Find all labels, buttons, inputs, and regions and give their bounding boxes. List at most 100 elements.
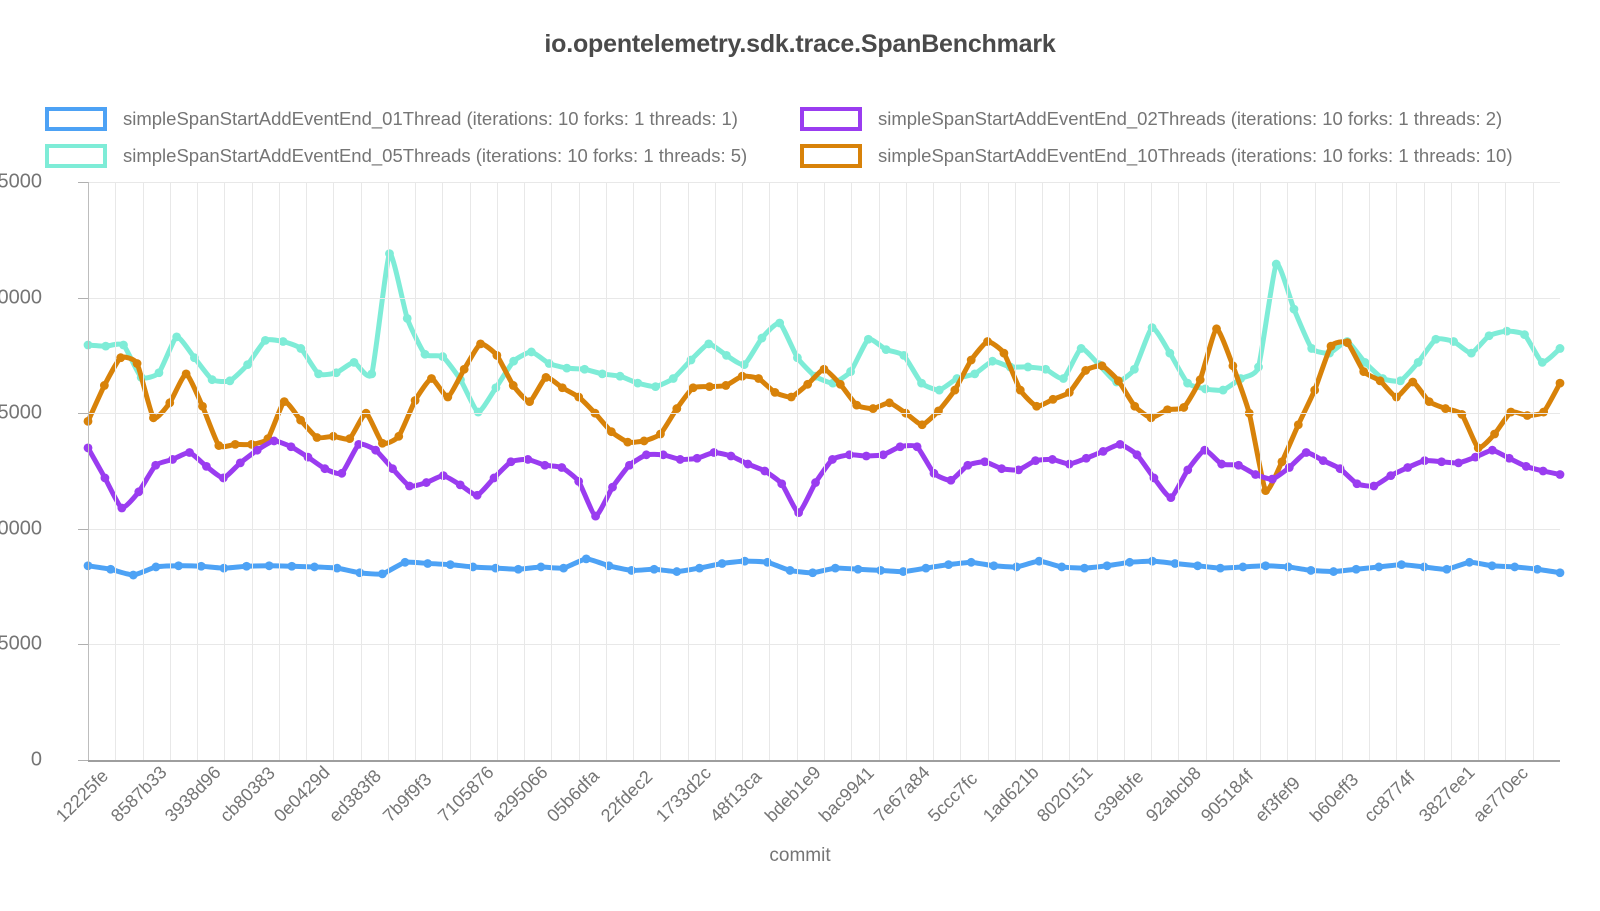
series-point[interactable] [394,431,404,441]
series-point[interactable] [1408,377,1418,387]
series-point[interactable] [405,481,414,491]
series-point[interactable] [1374,562,1384,572]
series-point[interactable] [1193,561,1203,571]
series-point[interactable] [917,378,926,388]
series-point[interactable] [1555,344,1565,353]
series-point[interactable] [921,563,931,573]
series-point[interactable] [1403,463,1413,472]
series-point[interactable] [944,560,953,570]
series-point[interactable] [349,357,359,367]
series-point[interactable] [181,369,191,379]
legend-item-0[interactable]: simpleSpanStartAddEventEnd_01Thread (ite… [45,100,800,137]
series-point[interactable] [421,478,431,487]
series-point[interactable] [1166,493,1176,502]
series-point[interactable] [1032,401,1042,411]
series-point[interactable] [151,460,161,470]
series-point[interactable] [668,374,678,383]
series-point[interactable] [1351,564,1361,574]
series-point[interactable] [278,337,288,346]
series-point[interactable] [1424,397,1434,407]
series-point[interactable] [591,511,600,521]
series-point[interactable] [966,557,976,567]
series-point[interactable] [400,557,410,567]
series-point[interactable] [580,364,589,374]
series-point[interactable] [785,566,795,575]
series-point[interactable] [811,478,820,487]
series-point[interactable] [314,369,323,379]
series-point[interactable] [1200,445,1210,455]
series-point[interactable] [1170,559,1180,568]
series-point[interactable] [1369,481,1379,491]
series-point[interactable] [235,458,245,468]
series-point[interactable] [540,460,550,470]
series-point[interactable] [172,332,182,342]
series-point[interactable] [844,450,854,460]
series-point[interactable] [1441,404,1450,413]
series-point[interactable] [623,437,633,447]
series-point[interactable] [1484,331,1494,341]
series-point[interactable] [912,442,922,452]
series-point[interactable] [1490,429,1499,439]
series-point[interactable] [296,344,306,353]
series-point[interactable] [639,436,649,446]
series-point[interactable] [898,567,908,576]
series-point[interactable] [1041,364,1051,374]
series-point[interactable] [651,382,660,392]
series-point[interactable] [846,367,855,376]
series-point[interactable] [615,371,625,381]
series-point[interactable] [310,562,319,572]
series-point[interactable] [337,468,347,478]
series-point[interactable] [980,457,990,467]
legend-item-2[interactable]: simpleSpanStartAddEventEnd_05Threads (it… [45,137,800,174]
series-point[interactable] [491,383,501,393]
series-point[interactable] [443,392,453,402]
series-point[interactable] [1081,366,1091,375]
series-point[interactable] [970,369,980,379]
series-point[interactable] [830,563,840,573]
series-point[interactable] [1147,556,1157,566]
series-point[interactable] [260,335,270,345]
series-point[interactable] [473,407,483,417]
series-point[interactable] [402,314,412,323]
series-point[interactable] [190,353,199,363]
series-point[interactable] [101,341,111,351]
series-point[interactable] [264,561,274,571]
series-point[interactable] [1326,341,1336,351]
series-point[interactable] [559,563,568,573]
series-point[interactable] [754,374,763,383]
series-point[interactable] [526,347,536,357]
series-point[interactable] [1293,420,1303,430]
series-point[interactable] [279,397,289,407]
series-point[interactable] [1130,401,1140,411]
series-point[interactable] [997,464,1007,474]
series-point[interactable] [1397,560,1406,570]
series-point[interactable] [876,566,886,575]
series-point[interactable] [312,433,322,442]
series-point[interactable] [1179,403,1189,412]
series-point[interactable] [1261,561,1270,571]
series-point[interactable] [243,360,253,370]
series-point[interactable] [794,508,804,518]
series-point[interactable] [608,482,617,492]
series-point[interactable] [378,569,387,579]
series-point[interactable] [151,562,161,572]
series-point[interactable] [1132,450,1142,460]
series-point[interactable] [828,455,837,464]
series-point[interactable] [895,442,905,452]
series-point[interactable] [1097,361,1107,371]
series-point[interactable] [1386,471,1396,481]
series-point[interactable] [819,364,829,374]
series-point[interactable] [371,445,381,455]
series-point[interactable] [803,379,813,389]
series-point[interactable] [885,398,894,408]
series-point[interactable] [963,460,973,470]
series-point[interactable] [946,475,956,485]
series-point[interactable] [1059,374,1068,383]
series-point[interactable] [852,400,862,410]
series-point[interactable] [214,441,224,450]
series-point[interactable] [625,460,634,470]
series-point[interactable] [1289,304,1299,314]
series-point[interactable] [476,339,485,349]
series-point[interactable] [252,445,262,455]
series-point[interactable] [1034,556,1044,566]
